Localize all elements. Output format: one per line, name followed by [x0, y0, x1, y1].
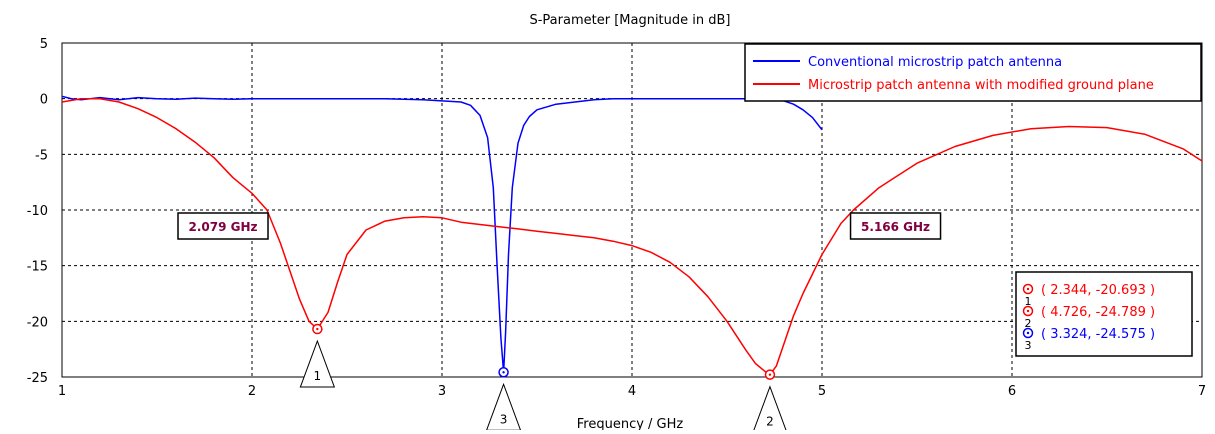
readout-value-1: ( 2.344, -20.693 ) [1041, 283, 1155, 298]
x-tick-label: 7 [1198, 384, 1206, 399]
readout-marker-id-3: 3 [1025, 339, 1032, 352]
plot-frame [61, 42, 1203, 378]
x-tick-label: 3 [438, 384, 446, 399]
legend: Conventional microstrip patch antenna Mic… [744, 43, 1202, 102]
readout-marker-dot-1 [1026, 287, 1030, 291]
legend-label-1: Conventional microstrip patch antenna [808, 55, 1062, 70]
readout-marker-id-2: 2 [1025, 317, 1032, 330]
x-tick-label: 4 [628, 384, 636, 399]
x-tick-label: 1 [58, 384, 66, 399]
y-tick-label: -25 [27, 371, 48, 386]
marker-dot-2 [768, 373, 772, 376]
marker-pointer-label-2: 2 [766, 415, 774, 429]
legend-label-2: Microstrip patch antenna with modified g… [808, 78, 1154, 93]
x-tick-label: 5 [818, 384, 826, 399]
readout-value-3: ( 3.324, -24.575 ) [1041, 327, 1155, 342]
legend-box [744, 43, 1202, 102]
readout-marker-dot-3 [1026, 331, 1030, 335]
y-tick-label: -15 [27, 260, 48, 275]
marker-pointer-label-3: 3 [500, 412, 508, 426]
readout-value-2: ( 4.726, -24.789 ) [1041, 305, 1155, 320]
threshold-label-text: 5.166 GHz [861, 220, 930, 234]
y-tick-label: -10 [27, 204, 48, 219]
marker-readout-box [1015, 271, 1193, 357]
marker-readout: 1 ( 2.344, -20.693 ) 2 ( 4.726, -24.789 ) 3 (… [1015, 271, 1193, 357]
x-tick-label: 6 [1008, 384, 1016, 399]
y-tick-label: -20 [27, 315, 48, 330]
readout-marker-id-1: 1 [1025, 295, 1032, 308]
x-tick-label: 2 [248, 384, 256, 399]
y-tick-label: -5 [35, 148, 48, 163]
chart-title: S-Parameter [Magnitude in dB] [529, 13, 730, 28]
marker-pointer-label-1: 1 [314, 369, 322, 383]
x-axis-label: Frequency / GHz [577, 417, 684, 430]
marker-dot-3 [502, 371, 505, 374]
marker-pointer-1 [299, 339, 336, 388]
threshold-label-2: 5.166 GHz [849, 212, 942, 240]
y-tick-label: 5 [40, 37, 48, 52]
threshold-label-box [177, 212, 269, 240]
threshold-label-text: 2.079 GHz [189, 220, 258, 234]
plot-area: 1 2 3 4 5 6 7 5 0 -5 -10 -15 -20 -25 2.079 GHz 5.166 GH… [27, 37, 1206, 434]
threshold-label-1: 2.079 GHz [177, 212, 269, 240]
marker-dot-1 [316, 327, 319, 331]
series-line-2 [62, 97, 1202, 376]
y-tick-label: 0 [40, 93, 48, 108]
threshold-label-box [849, 212, 942, 240]
readout-marker-dot-2 [1026, 309, 1030, 313]
